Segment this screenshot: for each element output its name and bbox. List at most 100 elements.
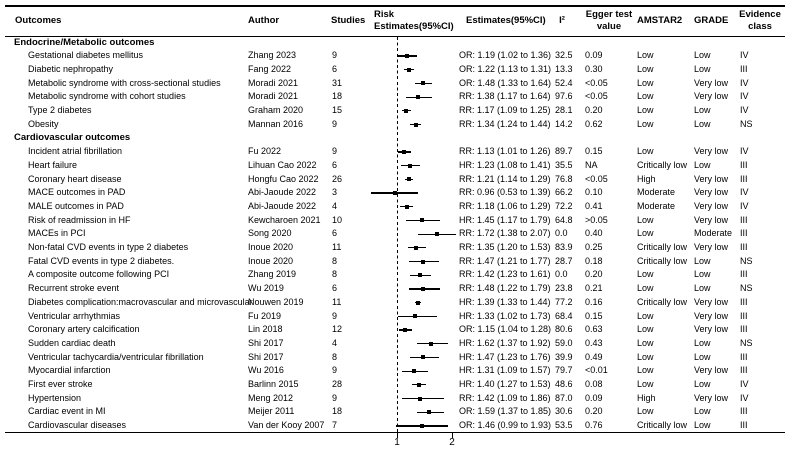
grade-cell: Low — [694, 63, 711, 74]
i2-cell: 83.9 — [555, 242, 573, 252]
point-estimate-marker — [417, 382, 421, 387]
evidence-class-cell: IV — [740, 200, 749, 211]
outcome-cell: Hypertension — [28, 392, 82, 403]
grade-cell: Very low — [694, 214, 729, 225]
amstar2-cell: Moderate — [637, 200, 676, 211]
grade-cell: Low — [694, 255, 711, 266]
col-header-egger: Egger test value — [583, 9, 635, 32]
egger-cell: 0.20 — [585, 105, 603, 115]
estimate-cell: OR: 1.59 (1.37 to 1.85) — [459, 406, 552, 417]
evidence-class-cell: III — [740, 173, 748, 184]
grade-cell: Low — [694, 105, 711, 115]
studies-cell: 3 — [332, 187, 338, 198]
amstar2-cell: Critically low — [637, 255, 688, 266]
estimate-cell: OR: 1.22 (1.13 to 1.31) — [459, 63, 552, 74]
i2-cell: 14.2 — [555, 118, 573, 129]
amstar2-cell: Low — [637, 337, 654, 348]
studies-cell: 8 — [332, 255, 338, 266]
studies-cell: 10 — [332, 214, 343, 225]
table-row: Coronary heart disease Hongfu Cao 2022 26 R… — [0, 173, 790, 187]
outcome-cell: Fatal CVD events in type 2 diabetes. — [28, 255, 175, 266]
estimate-cell: RR: 1.18 (1.06 to 1.29) — [459, 200, 551, 211]
egger-cell: <0.01 — [585, 365, 608, 376]
studies-cell: 9 — [332, 50, 338, 61]
evidence-class-cell: III — [740, 365, 748, 376]
egger-cell: 0.49 — [585, 351, 603, 362]
outcome-cell: Incident atrial fibrillation — [28, 146, 123, 157]
studies-cell: 6 — [332, 159, 338, 170]
outcome-cell: Ventricular arrhythmias — [28, 310, 121, 321]
studies-cell: 31 — [332, 77, 343, 88]
grade-cell: Low — [694, 379, 711, 389]
author-cell: Meng 2012 — [248, 392, 294, 403]
table-row: MALE outcomes in PAD Abi-Jaoude 2022 4 RR: … — [0, 200, 790, 214]
studies-cell: 9 — [332, 392, 338, 403]
evidence-class-cell: NS — [740, 337, 753, 348]
table-row: Cardiac event in MI Meijer 2011 18 OR: 1.59… — [0, 405, 790, 419]
table-row: Metabolic syndrome with cohort studies Mo… — [0, 90, 790, 104]
amstar2-cell: Low — [637, 63, 654, 74]
point-estimate-marker — [421, 81, 426, 86]
col-header-evidence-line2: class — [748, 20, 772, 32]
author-cell: Abi-Jaoude 2022 — [248, 187, 317, 198]
i2-cell: 28.7 — [555, 255, 573, 266]
estimate-cell: HR: 1.39 (1.33 to 1.44) — [459, 296, 551, 307]
amstar2-cell: High — [637, 392, 656, 403]
i2-cell: 52.4 — [555, 77, 573, 88]
author-cell: Moradi 2021 — [248, 77, 299, 88]
outcome-cell: MACEs in PCI — [28, 228, 86, 239]
egger-cell: 0.15 — [585, 310, 603, 321]
egger-cell: 0.09 — [585, 392, 603, 403]
author-cell: Song 2020 — [248, 228, 292, 239]
outcome-cell: Diabetes complication:macrovascular and … — [28, 296, 253, 307]
point-estimate-marker — [420, 423, 425, 428]
grade-cell: Low — [694, 118, 711, 129]
studies-cell: 8 — [332, 269, 338, 280]
reference-line — [396, 37, 398, 432]
amstar2-cell: Low — [637, 324, 654, 335]
i2-cell: 0.0 — [555, 269, 568, 280]
outcome-cell: Non-fatal CVD events in type 2 diabetes — [28, 242, 189, 252]
grade-cell: Very low — [694, 77, 729, 88]
estimate-cell: RR: 1.34 (1.24 to 1.44) — [459, 118, 551, 129]
estimate-cell: OR: 1.19 (1.02 to 1.36) — [459, 50, 552, 61]
table-row: Heart failure Lihuan Cao 2022 6 HR: 1.23 (1… — [0, 159, 790, 173]
evidence-class-cell: III — [740, 269, 748, 280]
point-estimate-marker — [413, 122, 418, 127]
evidence-class-cell: IV — [740, 50, 749, 61]
amstar2-cell: Low — [637, 351, 654, 362]
studies-cell: 6 — [332, 283, 338, 294]
point-estimate-marker — [404, 204, 409, 209]
egger-cell: 0.09 — [585, 50, 603, 61]
amstar2-cell: Low — [637, 269, 654, 280]
table-row: MACEs in PCI Song 2020 6 RR: 1.72 (1.38 to … — [0, 227, 790, 241]
section-row: Endocrine/Metabolic outcomes — [0, 36, 790, 50]
studies-cell: 11 — [332, 296, 342, 307]
axis-tick-mark-1 — [396, 433, 398, 438]
point-estimate-marker — [402, 149, 407, 154]
egger-cell: 0.43 — [585, 337, 603, 348]
i2-cell: 79.7 — [555, 365, 573, 376]
outcome-cell: Diabetic nephropathy — [28, 63, 114, 74]
egger-cell: 0.41 — [585, 200, 603, 211]
studies-cell: 18 — [332, 91, 343, 102]
top-rule — [5, 5, 785, 7]
outcome-cell: Heart failure — [28, 159, 78, 170]
studies-cell: 12 — [332, 324, 343, 335]
estimate-cell: RR: 1.38 (1.17 to 1.64) — [459, 91, 551, 102]
col-header-egger-line2: value — [596, 20, 622, 32]
estimate-cell: HR: 1.62 (1.37 to 1.92) — [459, 337, 551, 348]
amstar2-cell: Critically low — [637, 296, 688, 307]
amstar2-cell: Low — [637, 77, 654, 88]
amstar2-cell: Low — [637, 105, 654, 115]
estimate-cell: OR: 1.46 (0.99 to 1.93) — [459, 420, 552, 431]
grade-cell: Very low — [694, 200, 729, 211]
outcome-cell: Myocardial infarction — [28, 365, 111, 376]
grade-cell: Very low — [694, 187, 729, 198]
amstar2-cell: Low — [637, 365, 654, 376]
section-header: Cardiovascular outcomes — [14, 132, 131, 144]
author-cell: Kewcharoen 2021 — [248, 214, 321, 225]
table-row: Diabetic nephropathy Fang 2022 6 OR: 1.22 (… — [0, 63, 790, 77]
point-estimate-marker — [427, 410, 432, 415]
outcome-cell: MACE outcomes in PAD — [28, 187, 126, 198]
